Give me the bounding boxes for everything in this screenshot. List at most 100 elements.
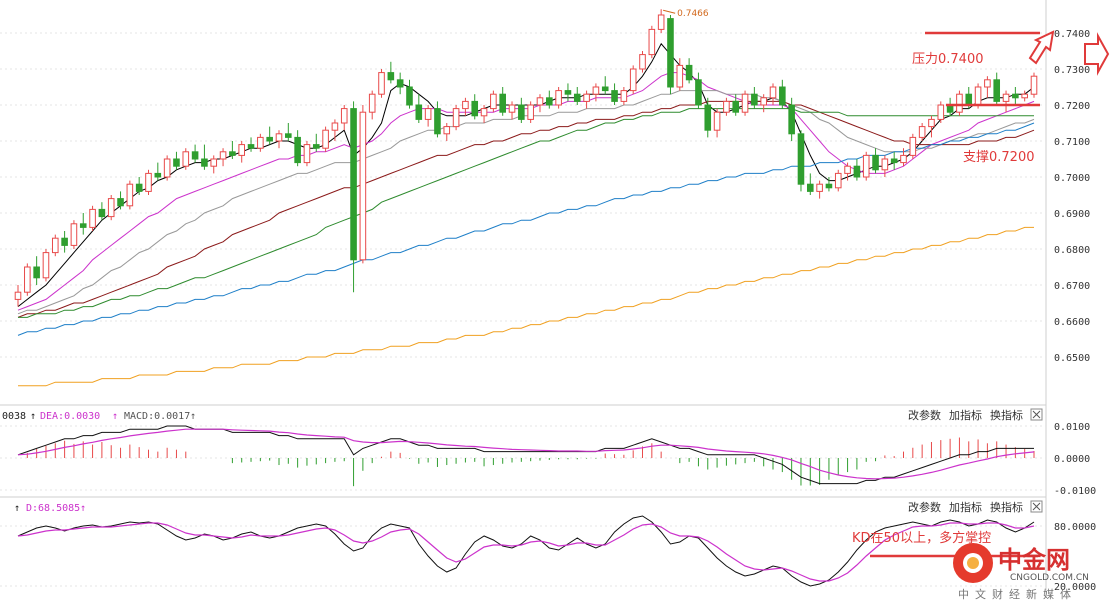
main-y-tick-label: 0.7300 xyxy=(1054,65,1090,76)
candle-body xyxy=(834,172,842,189)
cngold-logo: 中金网 CNGOLD.COM.CN 中文财经新媒体 xyxy=(953,543,1089,601)
bullish-candle xyxy=(490,90,497,113)
candle-body xyxy=(219,151,227,160)
macd-header: 0038 ↑ DEA:0.0030 ↑ MACD:0.0017 ↑ xyxy=(2,411,196,422)
candle-body xyxy=(667,18,674,88)
moving-average-line xyxy=(18,226,1034,387)
bearish-candle xyxy=(266,126,273,145)
bullish-candle xyxy=(462,97,469,116)
bearish-candle xyxy=(546,90,553,109)
macd-histogram xyxy=(26,437,1035,487)
main-y-tick-label: 0.6500 xyxy=(1054,353,1090,364)
kd-close-icon[interactable] xyxy=(1030,500,1043,513)
logo-tagline: 中文财经新媒体 xyxy=(958,587,1077,601)
candle-body xyxy=(154,172,162,178)
kd-y-tick-label: 20.0000 xyxy=(1054,582,1096,593)
bullish-candle xyxy=(984,76,991,98)
bullish-candle xyxy=(145,169,152,195)
kd-d-label: D:68.5085 xyxy=(26,503,80,514)
candle-body xyxy=(490,93,497,110)
candle-body xyxy=(862,154,870,178)
main-y-tick-label: 0.7000 xyxy=(1054,173,1090,184)
candle-body xyxy=(536,97,544,106)
kd-add-indicator-button[interactable]: 加指标 xyxy=(949,500,982,514)
macd-y-tick-label: 0.0100 xyxy=(1054,422,1090,433)
up-arrow-icon xyxy=(1028,30,1055,65)
peak-pointer xyxy=(663,9,676,14)
candle-body xyxy=(806,183,814,192)
bullish-candle xyxy=(1002,90,1010,113)
bearish-candle xyxy=(33,256,40,285)
candle-body xyxy=(201,158,208,167)
candle-body xyxy=(51,237,59,254)
kd-swap-indicator-button[interactable]: 换指标 xyxy=(990,500,1023,514)
bearish-candle xyxy=(387,61,395,84)
bearish-candle xyxy=(350,101,357,293)
bullish-candle xyxy=(257,133,264,152)
candle-body xyxy=(229,151,236,156)
bullish-candle xyxy=(536,94,544,113)
candle-body xyxy=(788,104,795,135)
candle-body xyxy=(592,86,600,95)
macd-dea-arrow: ↑ xyxy=(112,411,118,422)
candle-body xyxy=(853,165,861,178)
macd-swap-indicator-button[interactable]: 换指标 xyxy=(990,408,1023,422)
bearish-candle xyxy=(135,177,143,195)
candle-body xyxy=(61,237,68,246)
candle-body xyxy=(331,122,339,131)
bullish-candle xyxy=(331,119,339,141)
candle-body xyxy=(107,198,115,218)
candle-body xyxy=(779,86,786,106)
bearish-candle xyxy=(79,213,87,235)
candle-body xyxy=(881,158,889,171)
macd-toolbar: 改参数 加指标 换指标 xyxy=(908,408,1043,422)
candle-body xyxy=(368,93,376,113)
candle-body xyxy=(872,154,879,171)
candle-body xyxy=(508,104,516,113)
bullish-candle xyxy=(629,65,637,95)
candle-body xyxy=(424,108,432,120)
candle-body xyxy=(42,252,50,279)
candle-body xyxy=(266,136,273,142)
candle-body xyxy=(601,86,609,92)
kd-change-params-button[interactable]: 改参数 xyxy=(908,500,941,514)
macd-lines xyxy=(17,425,1035,485)
macd-add-indicator-button[interactable]: 加指标 xyxy=(949,408,982,422)
bearish-candle xyxy=(98,202,106,221)
candle-body xyxy=(695,79,702,106)
candle-body xyxy=(322,129,329,149)
bearish-candle xyxy=(471,94,479,120)
macd-dif-line xyxy=(17,425,1034,485)
bullish-candle xyxy=(182,148,190,170)
bullish-candle xyxy=(862,151,870,181)
bearish-candle xyxy=(853,159,861,181)
candle-body xyxy=(918,126,926,138)
macd-close-icon[interactable] xyxy=(1030,408,1043,421)
candle-body xyxy=(117,198,124,207)
macd-change-params-button[interactable]: 改参数 xyxy=(908,408,941,422)
bearish-candle xyxy=(872,148,879,174)
bullish-candle xyxy=(70,220,78,249)
bullish-candle xyxy=(508,101,516,120)
kd-grid xyxy=(0,525,1046,587)
bullish-candle xyxy=(918,123,926,141)
kd-k-line xyxy=(17,515,1035,587)
macd-value-arrow: ↑ xyxy=(190,411,196,422)
bullish-candle xyxy=(648,25,656,59)
kd-k-arrow: ↑ xyxy=(14,503,20,514)
bearish-candle xyxy=(247,137,255,152)
candle-body xyxy=(24,266,31,293)
bullish-candle xyxy=(900,148,907,167)
candle-body xyxy=(676,64,684,88)
peak-marker: 0.7466 xyxy=(663,9,709,19)
bearish-candle xyxy=(1012,87,1019,105)
logo-domain: CNGOLD.COM.CN xyxy=(1010,573,1089,583)
candle-body xyxy=(210,158,218,167)
candle-body xyxy=(499,93,506,113)
kd-d-line xyxy=(17,522,1035,582)
candle-body xyxy=(956,93,963,113)
bullish-candle xyxy=(1030,72,1038,98)
main-y-axis: 0.7400 0.7300 0.7200 0.7100 0.7000 0.6900 0.68… xyxy=(1054,29,1090,364)
candle-body xyxy=(462,100,469,110)
